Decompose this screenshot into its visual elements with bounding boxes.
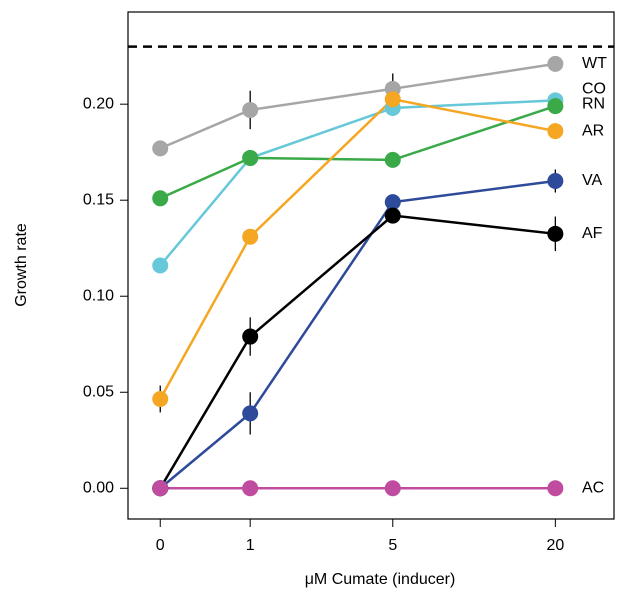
- data-point: [547, 173, 564, 189]
- data-point: [152, 257, 169, 274]
- series-label: RN: [582, 95, 605, 112]
- data-point: [547, 123, 564, 140]
- data-point: [242, 328, 259, 345]
- x-axis-label: μM Cumate (inducer): [305, 571, 456, 588]
- series-label: VA: [582, 172, 602, 189]
- y-tick-label: 0.20: [83, 95, 114, 112]
- data-point: [384, 151, 401, 168]
- y-axis-label: Growth rate: [13, 223, 30, 307]
- series-label: CO: [582, 81, 606, 98]
- data-point: [152, 480, 169, 497]
- data-point: [547, 55, 564, 72]
- data-point: [152, 140, 169, 157]
- data-point: [384, 91, 401, 108]
- data-point: [152, 390, 169, 407]
- data-point: [384, 194, 401, 211]
- series-line: [159, 179, 556, 490]
- series-line: [159, 99, 556, 267]
- y-tick-label: 0.00: [83, 479, 114, 496]
- plot-frame: [127, 11, 615, 520]
- x-tick-label: 5: [388, 537, 397, 554]
- data-point: [152, 190, 169, 207]
- data-point: [242, 101, 259, 118]
- y-tick-label: 0.05: [83, 383, 114, 400]
- series-label: AF: [582, 225, 603, 242]
- y-tick-label: 0.15: [83, 191, 114, 208]
- data-point: [384, 207, 401, 224]
- data-point: [242, 405, 259, 422]
- x-tick-label: 20: [546, 537, 564, 554]
- series-line: [159, 104, 556, 200]
- series-label: AC: [582, 479, 604, 496]
- data-point: [547, 225, 564, 242]
- series-label: AR: [582, 122, 604, 139]
- series-line: [159, 62, 556, 150]
- data-point: [242, 480, 259, 497]
- y-tick-label: 0.10: [83, 287, 114, 304]
- series-line: [159, 97, 556, 400]
- data-point: [242, 149, 259, 166]
- data-point: [242, 228, 259, 245]
- data-point: [547, 98, 564, 115]
- x-tick-label: 1: [246, 537, 255, 554]
- data-point: [384, 480, 401, 497]
- data-point: [547, 480, 564, 497]
- series-line: [159, 214, 556, 489]
- series-label: WT: [582, 55, 607, 72]
- x-tick-label: 0: [156, 537, 165, 554]
